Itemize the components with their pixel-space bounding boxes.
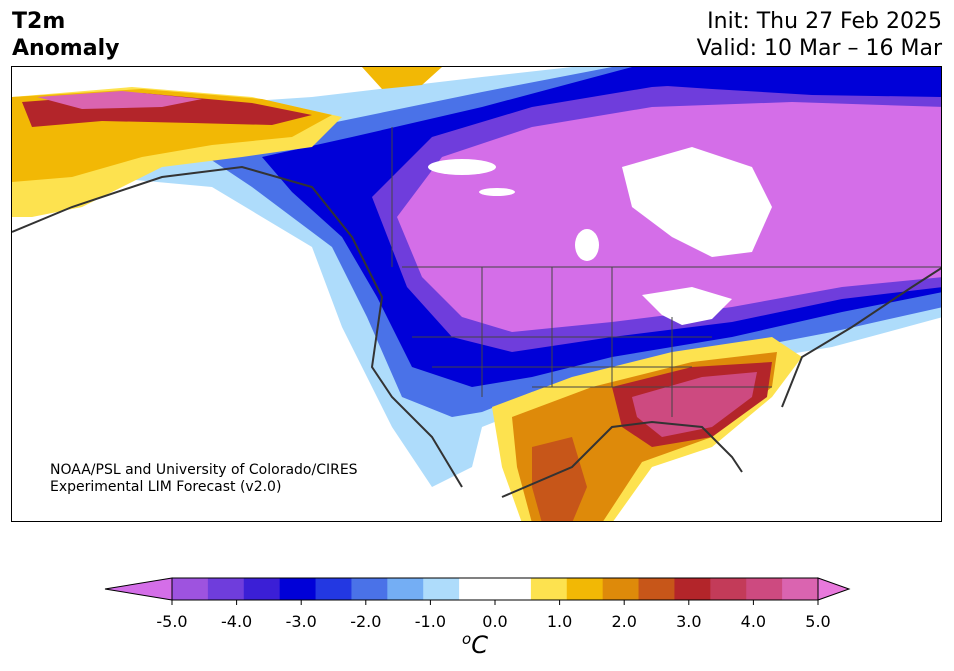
colorbar-box (387, 578, 424, 600)
colorbar-box (530, 578, 568, 600)
colorbar-box (243, 578, 281, 600)
colorbar-tick-label: -1.0 (414, 612, 446, 631)
colorbar-box (782, 578, 819, 600)
init-date: Init: Thu 27 Feb 2025 (707, 9, 942, 34)
coastline-gulf (501, 267, 941, 498)
mexico-warm-core (532, 437, 587, 521)
colorbar-box (746, 578, 783, 600)
title-line-1: T2m (12, 9, 66, 34)
colorbar-box (459, 578, 496, 600)
colorbar-box (207, 578, 245, 600)
colorbar-left-arrow (104, 577, 173, 601)
colorbar-box (566, 578, 604, 600)
colorbar-box (279, 578, 317, 600)
north-warm-patch (362, 67, 442, 89)
colorbar-tick-label: -3.0 (285, 612, 317, 631)
map-panel: NOAA/PSL and University of Colorado/CIRE… (11, 66, 942, 522)
colorbar-tick-label: 3.0 (676, 612, 702, 631)
units-label: oC (462, 630, 488, 659)
credit-line-1: NOAA/PSL and University of Colorado/CIRE… (50, 462, 358, 478)
credit-line-2: Experimental LIM Forecast (v2.0) (50, 479, 282, 495)
colorbar-tick-label: 1.0 (546, 612, 573, 631)
units-degree: o (462, 630, 472, 648)
colorbar-box (423, 578, 460, 600)
southeast-warm-core (632, 372, 757, 437)
colorbar-box (315, 578, 352, 600)
great-slave-lake (479, 188, 515, 196)
title-line-2: Anomaly (12, 36, 120, 61)
colorbar-box (674, 578, 711, 600)
colorbar-box (710, 578, 747, 600)
colorbar-tick-label: 4.0 (740, 612, 767, 631)
colorbar-tick-label: -2.0 (350, 612, 382, 631)
colorbar-tick-label: -4.0 (220, 612, 253, 631)
arctic-deep-blue (652, 67, 941, 97)
colorbar-box (351, 578, 388, 600)
colorbar-box (638, 578, 675, 600)
colorbar-right-arrow (817, 577, 851, 601)
valid-range: Valid: 10 Mar – 16 Mar (696, 36, 942, 61)
coastline-west (12, 165, 463, 488)
lake-winnipeg (575, 229, 599, 261)
colorbar-box (172, 578, 209, 600)
anomaly-map (12, 67, 941, 521)
map-title: T2m Anomaly (12, 8, 119, 62)
colorbar-tick-label: -5.0 (156, 612, 188, 631)
colorbar-ticks (171, 600, 819, 605)
units-base: C (471, 631, 488, 659)
colorbar-box (495, 578, 532, 600)
colorbar-boxes (172, 578, 819, 600)
data-credit: NOAA/PSL and University of Colorado/CIRE… (50, 462, 358, 496)
great-lakes (642, 287, 732, 325)
alaska-warm-pink (37, 91, 202, 109)
great-bear-lake (428, 159, 496, 175)
forecast-dates: Init: Thu 27 Feb 2025 Valid: 10 Mar – 16… (697, 8, 942, 62)
state-borders (391, 127, 941, 417)
hudson-bay (622, 147, 772, 257)
colorbar-box (602, 578, 640, 600)
colorbar-tick-label: 5.0 (805, 612, 831, 631)
colorbar-tick-label: 2.0 (611, 612, 637, 631)
colorbar-tick-label: 0.0 (482, 612, 508, 631)
